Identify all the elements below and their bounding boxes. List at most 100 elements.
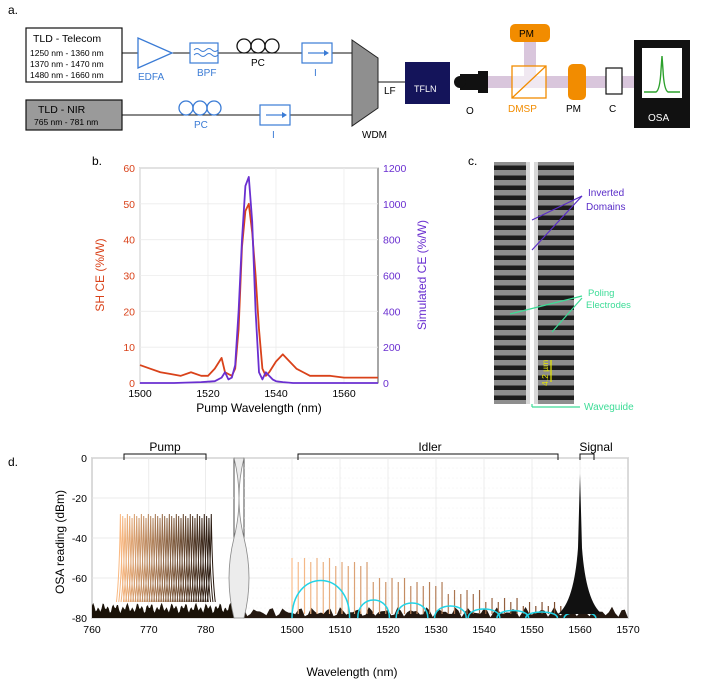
y-left-tick-label: 40 [123, 235, 135, 247]
isolator-bottom-label: I [272, 130, 275, 141]
x-tick-label: 1550 [520, 624, 544, 636]
panel-b-label: b. [92, 154, 102, 168]
inverted-domains-label-1: Inverted [588, 188, 624, 199]
tld-nir-title: TLD - NIR [38, 104, 86, 116]
x-tick-label: 1500 [280, 624, 304, 636]
poling-electrodes-label-2: Electrodes [586, 300, 631, 311]
y-right-tick-label: 1000 [383, 199, 407, 211]
bpf-label: BPF [197, 68, 216, 79]
tld-telecom-range-2: 1370 nm - 1470 nm [30, 59, 104, 69]
pc-top-label: PC [251, 58, 265, 69]
tld-nir-range: 765 nm - 781 nm [34, 117, 98, 127]
y-right-tick-label: 800 [383, 235, 401, 247]
y-left-tick-label: 60 [123, 163, 135, 175]
y-right-tick-label: 200 [383, 342, 401, 354]
y-tick-label: -20 [72, 493, 87, 505]
pump-peak [206, 513, 216, 603]
isolator-top-label: I [314, 68, 317, 79]
polarization-controller-top-icon [236, 38, 280, 54]
simulated-lobe [525, 611, 559, 619]
x-tick-label: 1510 [328, 624, 352, 636]
collimator-icon [605, 67, 623, 95]
tld-nir-box [25, 99, 123, 131]
group-signal-label: Signal [579, 440, 612, 454]
group-idler-label: Idler [418, 440, 441, 454]
panel-c-label: c. [468, 154, 477, 168]
power-meter-right [568, 64, 586, 100]
x-tick-label: 760 [83, 624, 101, 636]
y-left-tick-label: 10 [123, 342, 135, 354]
poling-electrodes-label-1: Poling [588, 288, 614, 299]
y-right-tick-label: 1200 [383, 163, 407, 175]
simulated-lobe [433, 605, 467, 619]
inverted-domains-label-2: Domains [586, 202, 625, 213]
series-line-right [140, 176, 378, 384]
panel-c-micrograph: c. 4.2 µm Inverted Domains Poling Electr… [468, 154, 634, 413]
simulated-lobe [357, 599, 391, 619]
y-left-tick-label: 0 [129, 378, 135, 390]
osa-label: OSA [648, 113, 669, 124]
simulated-lobe [395, 602, 429, 619]
osa-trace-icon [644, 55, 680, 93]
waveguide-label: Waveguide [584, 402, 634, 413]
panel-d-y-axis-label: OSA reading (dBm) [53, 490, 67, 594]
x-tick-label: 780 [197, 624, 215, 636]
panel-d-label: d. [8, 455, 18, 469]
power-meter-top [510, 24, 550, 42]
wdm-icon [351, 39, 379, 127]
panel-b-right-axis-label: Simulated CE (%/W) [415, 220, 429, 330]
bracket-pump [123, 453, 207, 460]
tld-telecom-title: TLD - Telecom [33, 33, 101, 45]
edfa-icon [137, 37, 174, 69]
tld-telecom-box [25, 27, 123, 83]
y-left-tick-label: 30 [123, 271, 135, 283]
y-tick-label: -40 [72, 533, 87, 545]
x-tick-label: 1500 [128, 388, 152, 400]
tfln-label: TFLN [414, 84, 437, 94]
y-right-tick-label: 400 [383, 306, 401, 318]
collimator-label: C [609, 104, 616, 115]
bracket-idler [297, 453, 559, 460]
bpf-icon [189, 42, 219, 64]
x-tick-label: 1520 [196, 388, 220, 400]
group-pump-label: Pump [149, 440, 181, 454]
signal-peak [558, 474, 602, 614]
y-tick-label: 0 [81, 453, 87, 465]
panel-d-x-axis-label: Wavelength (nm) [307, 665, 398, 679]
osa-screen [642, 48, 682, 98]
x-tick-label: 1530 [424, 624, 448, 636]
objective-lens-icon [454, 71, 488, 93]
scale-bar-label: 4.2 µm [540, 360, 550, 386]
dmsp-label: DMSP [508, 104, 537, 115]
x-tick-label: 1540 [264, 388, 288, 400]
tfln-chip [405, 62, 450, 104]
x-tick-label: 1560 [332, 388, 356, 400]
y-left-tick-label: 50 [123, 199, 135, 211]
simulated-lobe [467, 608, 501, 619]
panel-b-conversion-efficiency-chart: b. 1500 1520 1540 1560010203040506002004006… [92, 154, 429, 415]
y-left-tick-label: 20 [123, 306, 135, 318]
tld-telecom-range-1: 1250 nm - 1360 nm [30, 48, 104, 58]
edfa-label: EDFA [138, 72, 164, 83]
y-tick-label: -80 [72, 613, 87, 625]
lensed-fiber-label: LF [384, 86, 396, 97]
y-tick-label: -60 [72, 573, 87, 585]
simulated-lobe [291, 579, 351, 619]
pc-bottom-label: PC [194, 120, 208, 131]
y-right-tick-label: 0 [383, 378, 389, 390]
pm-right-label: PM [566, 104, 581, 115]
series-line-left [139, 202, 378, 379]
pump-peak [204, 517, 214, 603]
panel-b-x-axis-label: Pump Wavelength (nm) [196, 401, 322, 415]
pump-noise-floor [92, 602, 234, 618]
x-tick-label: 1540 [472, 624, 496, 636]
x-tick-label: 1570 [616, 624, 640, 636]
axis-break-icon [228, 457, 250, 619]
x-tick-label: 770 [140, 624, 158, 636]
tld-telecom-range-3: 1480 nm - 1660 nm [30, 70, 104, 80]
y-right-tick-label: 600 [383, 271, 401, 283]
bracket-signal [579, 453, 595, 460]
objective-label: O [466, 106, 474, 117]
wdm-label: WDM [362, 130, 387, 141]
